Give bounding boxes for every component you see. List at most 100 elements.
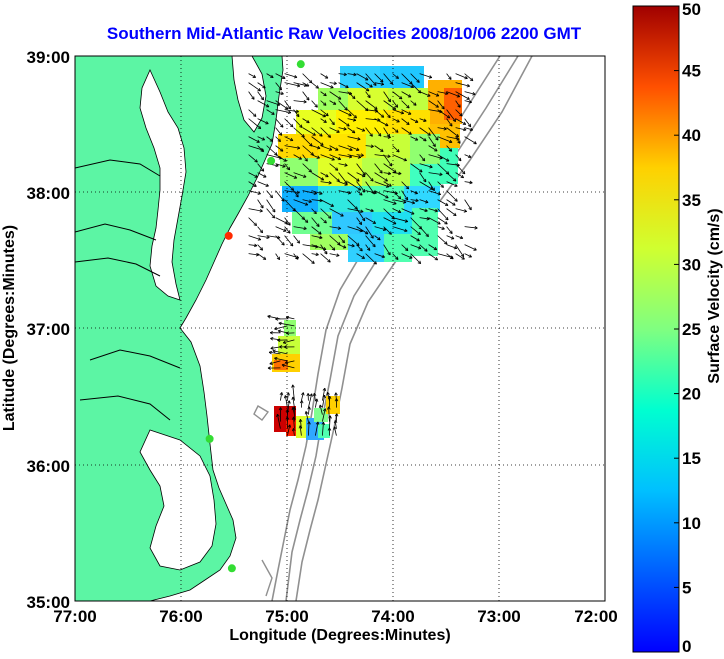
velocity-vector-head xyxy=(469,129,473,132)
velocity-vector-head xyxy=(469,182,473,185)
velocity-vector-head xyxy=(277,102,281,106)
velocity-vector-head xyxy=(280,132,283,136)
velocity-vector-head xyxy=(390,231,392,235)
velocity-vector-head xyxy=(316,398,319,402)
velocity-vector xyxy=(275,82,282,91)
colorbar-tick-label: 5 xyxy=(682,578,691,597)
velocity-vector-head xyxy=(397,197,401,200)
velocity-vector-head xyxy=(291,396,294,400)
velocity-vector-head xyxy=(291,407,294,411)
velocity-vector xyxy=(329,154,341,160)
velocity-vector-head xyxy=(461,172,465,175)
velocity-vector-head xyxy=(357,137,361,140)
velocity-vector xyxy=(266,100,281,106)
velocity-vector xyxy=(392,226,408,232)
velocity-vector-head xyxy=(434,210,438,213)
velocity-vector-head xyxy=(435,257,439,261)
velocity-vector xyxy=(464,253,472,258)
velocity-vector-head xyxy=(324,119,327,123)
velocity-vector-head xyxy=(328,415,331,419)
velocity-vector xyxy=(275,100,289,110)
velocity-vector-head xyxy=(404,198,408,201)
velocity-vector-head xyxy=(474,141,477,144)
velocity-vector-head xyxy=(401,110,405,114)
velocity-vector-head xyxy=(448,77,452,80)
velocity-vector xyxy=(257,253,267,260)
velocity-vector-head xyxy=(272,210,276,213)
velocity-vector-head xyxy=(411,211,415,215)
velocity-vector xyxy=(329,127,340,133)
velocity-vector-head xyxy=(334,392,337,396)
velocity-vector-head xyxy=(336,398,339,402)
velocity-vector-head xyxy=(271,216,275,219)
velocity-vector-head xyxy=(382,254,385,258)
velocity-vector xyxy=(356,181,366,193)
velocity-vector-head xyxy=(398,209,402,213)
velocity-vector-head xyxy=(269,330,273,334)
velocity-vector-head xyxy=(332,157,335,161)
velocity-vector-head xyxy=(442,226,445,230)
velocity-vector xyxy=(266,208,275,219)
velocity-vector xyxy=(419,208,428,212)
velocity-vector-head xyxy=(353,116,357,119)
velocity-vector-head xyxy=(255,254,260,257)
velocity-vector xyxy=(248,82,261,92)
velocity-vector-head xyxy=(306,83,310,87)
velocity-vector xyxy=(293,235,300,244)
velocity-vector-head xyxy=(405,187,409,190)
velocity-vector xyxy=(356,154,364,156)
velocity-vector xyxy=(320,172,329,178)
velocity-vector-head xyxy=(260,98,264,101)
velocity-vector xyxy=(347,136,361,140)
velocity-vector-head xyxy=(472,92,476,95)
velocity-vector xyxy=(401,190,409,201)
velocity-vector-head xyxy=(284,158,287,162)
velocity-vector xyxy=(401,181,409,190)
velocity-vector-head xyxy=(468,154,472,158)
velocity-vector xyxy=(365,208,374,212)
velocity-vector-head xyxy=(358,155,362,158)
velocity-vector-head xyxy=(312,393,315,397)
velocity-vector-head xyxy=(272,111,275,115)
velocity-vector-head xyxy=(299,126,303,128)
velocity-vector xyxy=(257,181,269,187)
velocity-vector xyxy=(383,172,391,175)
velocity-vector xyxy=(446,163,460,166)
velocity-vector-head xyxy=(301,400,304,404)
velocity-vector-head xyxy=(305,202,309,206)
velocity-vector xyxy=(311,82,319,89)
velocity-vector-head xyxy=(319,235,323,239)
velocity-vector-head xyxy=(263,85,266,89)
velocity-vector-head xyxy=(463,127,467,131)
velocity-vector-head xyxy=(308,406,311,410)
velocity-vector-head xyxy=(387,173,391,176)
velocity-vector xyxy=(347,226,363,232)
velocity-vector-head xyxy=(397,75,399,79)
velocity-vector-head xyxy=(283,242,285,246)
velocity-vector xyxy=(327,392,330,401)
velocity-vector xyxy=(419,127,431,136)
velocity-vector xyxy=(320,118,327,123)
velocity-vector-head xyxy=(283,75,286,79)
velocity-vector xyxy=(320,91,327,97)
velocity-vector-head xyxy=(288,166,291,170)
velocity-vector xyxy=(275,154,287,162)
velocity-vector-head xyxy=(278,322,282,326)
velocity-vector-head xyxy=(394,105,398,108)
velocity-vector xyxy=(347,91,356,99)
velocity-vector-head xyxy=(374,243,376,247)
velocity-vector-head xyxy=(293,77,298,79)
velocity-vector xyxy=(308,406,310,415)
x-tick-label: 75:00 xyxy=(265,607,308,626)
velocity-vector-head xyxy=(298,419,301,423)
velocity-vector xyxy=(320,253,331,263)
velocity-vector-head xyxy=(417,233,421,236)
velocity-vector-head xyxy=(467,83,471,87)
velocity-vector xyxy=(276,414,281,429)
velocity-vector-head xyxy=(325,220,327,224)
velocity-vector xyxy=(267,315,281,320)
velocity-vector-head xyxy=(417,238,420,242)
velocity-vector xyxy=(257,91,264,101)
velocity-vector-head xyxy=(336,255,340,257)
velocity-vector-head xyxy=(405,219,409,222)
